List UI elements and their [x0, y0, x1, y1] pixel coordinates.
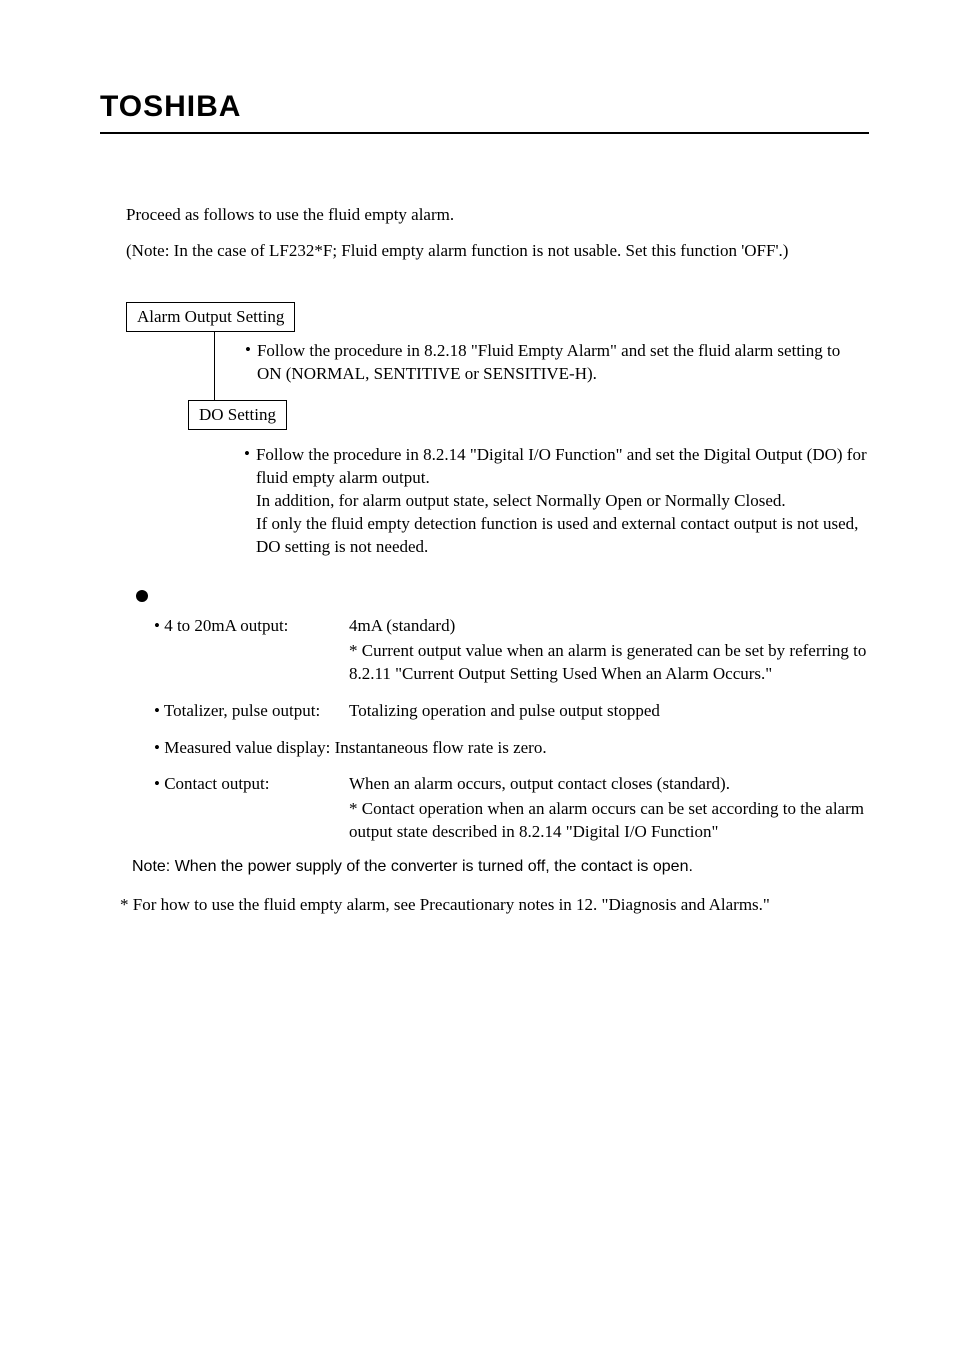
header-divider — [100, 132, 869, 134]
output-measured: • Measured value display: Instantaneous … — [154, 737, 869, 760]
intro-section: Proceed as follows to use the fluid empt… — [126, 204, 869, 262]
alarm-bullet-text: Follow the procedure in 8.2.18 "Fluid Em… — [257, 340, 869, 386]
alarm-connector: • Follow the procedure in 8.2.18 "Fluid … — [126, 332, 869, 430]
intro-line-1: Proceed as follows to use the fluid empt… — [126, 204, 869, 226]
output-contact: • Contact output: When an alarm occurs, … — [154, 773, 869, 844]
r1-main: 4mA (standard) — [349, 616, 455, 635]
r1-sub: * Current output value when an alarm is … — [349, 641, 866, 683]
output-value-contact: When an alarm occurs, output contact clo… — [349, 773, 869, 844]
output-label-totalizer: • Totalizer, pulse output: — [154, 700, 349, 723]
do-line-2: In addition, for alarm output state, sel… — [256, 491, 786, 510]
alarm-box-row: Alarm Output Setting — [126, 302, 869, 332]
do-line-3: If only the fluid empty detection functi… — [256, 514, 858, 556]
r4-main: When an alarm occurs, output contact clo… — [349, 774, 730, 793]
r4-sub: * Contact operation when an alarm occurs… — [349, 799, 864, 841]
intro-line-2: (Note: In the case of LF232*F; Fluid emp… — [126, 240, 869, 262]
output-4-20ma: • 4 to 20mA output: 4mA (standard) * Cur… — [154, 615, 869, 686]
do-line-1: Follow the procedure in 8.2.14 "Digital … — [256, 445, 867, 487]
alarm-output-setting-box: Alarm Output Setting — [126, 302, 295, 332]
do-setting-box: DO Setting — [188, 400, 287, 430]
output-label-4-20ma: • 4 to 20mA output: — [154, 615, 349, 686]
output-value-totalizer: Totalizing operation and pulse output st… — [349, 700, 869, 723]
power-note: Note: When the power supply of the conve… — [132, 858, 869, 876]
do-bullet-block: • Follow the procedure in 8.2.14 "Digita… — [244, 444, 869, 559]
output-label-contact: • Contact output: — [154, 773, 349, 844]
section-marker-icon — [136, 590, 148, 602]
output-totalizer: • Totalizer, pulse output: Totalizing op… — [154, 700, 869, 723]
output-value-4-20ma: 4mA (standard) * Current output value wh… — [349, 615, 869, 686]
brand-logo: TOSHIBA — [100, 90, 869, 124]
bullet-icon: • — [245, 340, 251, 386]
alarm-bullet: • Follow the procedure in 8.2.18 "Fluid … — [245, 340, 869, 386]
bullet-icon: • — [244, 444, 250, 559]
do-bullet-text: Follow the procedure in 8.2.14 "Digital … — [256, 444, 869, 559]
footnote: * For how to use the fluid empty alarm, … — [120, 894, 869, 916]
output-measured-full: • Measured value display: Instantaneous … — [154, 737, 547, 760]
